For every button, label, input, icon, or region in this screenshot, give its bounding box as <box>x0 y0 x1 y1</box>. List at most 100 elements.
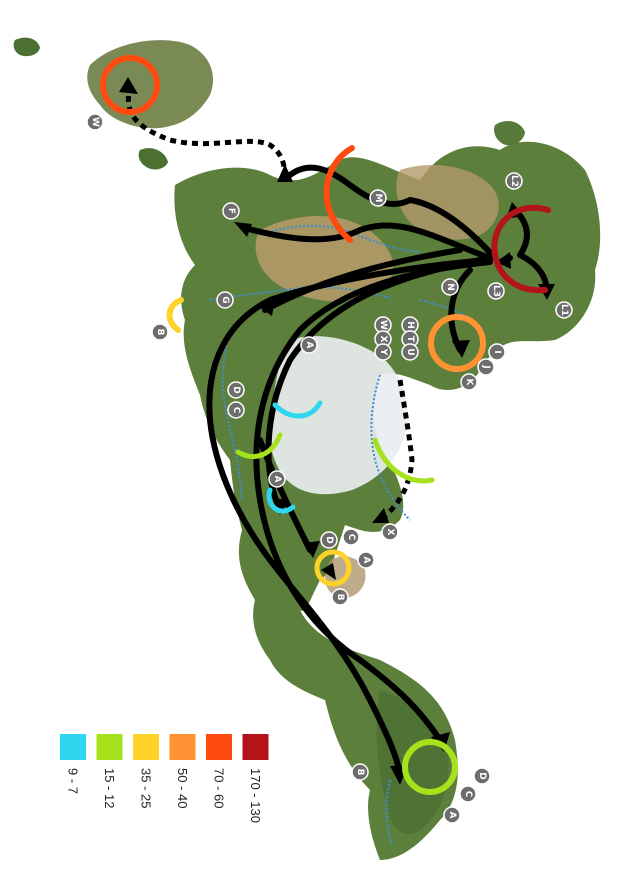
marker-d3: D <box>473 767 491 785</box>
ring-w <box>100 55 160 115</box>
marker-l1: L1 <box>555 301 573 319</box>
marker-label: A <box>304 342 314 349</box>
marker-label: I <box>492 350 502 353</box>
marker-badge-circle <box>381 523 399 541</box>
marker-badge-circle <box>86 113 104 131</box>
route-upper <box>242 222 493 261</box>
marker-label: X <box>378 336 388 343</box>
marker-label: K <box>464 379 474 387</box>
marker-m: M <box>369 189 387 207</box>
marker-label: C <box>346 534 356 541</box>
marker-y: Y <box>374 343 392 361</box>
legend-label: 170 - 130 <box>248 768 263 823</box>
land-eurasia-africa <box>174 141 601 860</box>
marker-label: W <box>378 320 388 330</box>
route-dotted-x <box>378 379 415 522</box>
route-dotted-northwest <box>125 84 288 183</box>
marker-label: H <box>405 321 415 329</box>
marker-badge-circle <box>459 785 477 803</box>
marker-label: A <box>361 557 371 564</box>
marker-label: A <box>272 476 282 483</box>
marker-c: C <box>227 401 245 419</box>
marker-label: C <box>463 791 473 798</box>
marker-badge-circle <box>555 301 573 319</box>
marker-label: L1 <box>559 304 569 316</box>
legend-swatch <box>206 734 232 760</box>
legend-label: 15 - 12 <box>102 768 117 808</box>
marker-badge-circle <box>300 336 318 354</box>
legend-swatch <box>169 734 196 760</box>
marker-badge-circle <box>505 172 523 190</box>
arrowhead-d <box>303 541 320 558</box>
marker-a3: A <box>357 551 375 569</box>
arc-b-north <box>166 297 184 333</box>
arrowhead-ijk <box>452 340 470 358</box>
marker-label: B <box>155 329 165 336</box>
marker-c2: C <box>342 528 360 546</box>
marker-label: X <box>385 529 395 536</box>
marker-n: N <box>441 278 459 296</box>
marker-badge-circle <box>473 767 491 785</box>
marker-label: G <box>220 296 230 303</box>
marker-badge-circle <box>357 551 375 569</box>
marker-label: T <box>405 336 415 343</box>
marker-label: Y <box>378 348 388 356</box>
marker-label: L2 <box>509 175 519 187</box>
marker-l2: L2 <box>505 172 523 190</box>
marker-badge-circle <box>443 806 461 824</box>
land-north-patch <box>87 40 214 129</box>
marker-badge-circle <box>487 282 505 300</box>
marker-label: D <box>324 536 334 543</box>
arrowhead-g <box>258 300 275 316</box>
marker-badge-circle <box>227 381 245 399</box>
ring-south <box>402 739 458 795</box>
arc-green-1 <box>235 432 283 459</box>
marker-d2: D <box>320 531 338 549</box>
marker-badge-circle <box>342 528 360 546</box>
marker-label: D <box>477 772 487 779</box>
legend-label: 70 - 60 <box>212 768 227 808</box>
marker-label: U <box>405 348 415 355</box>
coastline-south <box>385 779 393 846</box>
marker-badge-circle <box>369 189 387 207</box>
marker-k: K <box>460 373 478 391</box>
arrowhead-m <box>277 164 293 182</box>
marker-label: L3 <box>491 285 501 297</box>
marker-badge-circle <box>216 291 234 309</box>
legend-label: 50 - 40 <box>175 768 190 808</box>
marker-a1: A <box>300 336 318 354</box>
dotted-routes <box>125 84 415 522</box>
marker-b1: B <box>151 323 169 341</box>
marker-label: F <box>226 208 236 214</box>
marker-label: M <box>373 194 383 203</box>
legend-swatch <box>96 734 123 760</box>
marker-g: G <box>216 291 234 309</box>
marker-b3: B <box>351 763 369 781</box>
arrowhead-b <box>321 563 336 580</box>
marker-w: W <box>86 113 104 131</box>
marker-label: W <box>90 117 100 127</box>
marker-a4: A <box>443 806 461 824</box>
legend-label: 35 - 25 <box>139 768 154 808</box>
age-rings <box>100 55 551 795</box>
marker-badge-circle <box>460 373 478 391</box>
marker-x: X <box>381 523 399 541</box>
marker-badge-circle <box>441 278 459 296</box>
arrowhead-x <box>372 508 389 523</box>
arrowhead-w <box>119 77 138 94</box>
legend-swatch <box>60 734 86 760</box>
marker-badge-circle <box>151 323 169 341</box>
marker-badge-circle <box>222 202 240 220</box>
marker-label: C <box>231 407 241 414</box>
marker-label: A <box>447 812 457 819</box>
marker-label: D <box>231 386 241 393</box>
land-northwest-islands <box>13 37 169 170</box>
marker-f: F <box>222 202 240 220</box>
legend-label: 9 - 7 <box>66 768 81 794</box>
legend-swatch <box>242 734 269 760</box>
marker-x2: X <box>374 330 392 348</box>
marker-badge-circle <box>488 343 506 361</box>
legend: 9 - 7 15 - 12 35 - 25 50 - 40 70 - 60 170 - 1… <box>60 734 269 823</box>
marker-d: D <box>227 381 245 399</box>
